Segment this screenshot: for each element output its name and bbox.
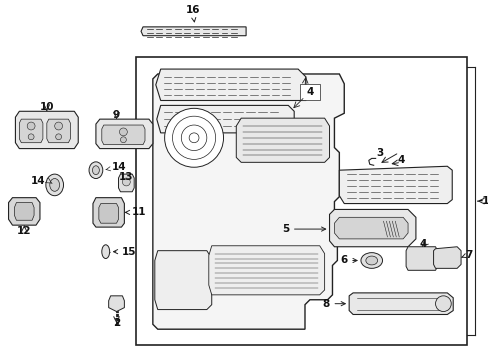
Polygon shape [15, 203, 34, 220]
Polygon shape [99, 203, 118, 223]
Bar [136, 57, 466, 345]
Text: 3: 3 [375, 148, 383, 158]
Polygon shape [141, 27, 245, 36]
Text: 4: 4 [305, 87, 313, 96]
Text: 9: 9 [113, 110, 120, 120]
Ellipse shape [102, 245, 109, 258]
Polygon shape [155, 251, 211, 310]
Text: 4: 4 [397, 156, 404, 165]
Text: 4: 4 [418, 239, 426, 249]
Ellipse shape [89, 162, 102, 179]
Polygon shape [339, 166, 451, 203]
Text: 7: 7 [461, 249, 471, 260]
Polygon shape [93, 198, 124, 227]
Ellipse shape [92, 166, 99, 175]
Circle shape [172, 116, 215, 159]
Polygon shape [236, 118, 329, 162]
Text: -1: -1 [478, 196, 488, 206]
Polygon shape [47, 119, 70, 143]
Polygon shape [102, 125, 145, 145]
Polygon shape [157, 105, 294, 133]
Text: 14: 14 [106, 162, 126, 172]
Circle shape [181, 125, 206, 150]
Ellipse shape [46, 174, 63, 196]
Polygon shape [96, 119, 153, 149]
Polygon shape [433, 247, 460, 268]
Ellipse shape [360, 253, 382, 268]
Bar [300, 84, 319, 99]
Polygon shape [334, 217, 407, 239]
Polygon shape [153, 74, 344, 329]
Polygon shape [348, 293, 452, 315]
Circle shape [435, 296, 450, 311]
Circle shape [120, 137, 126, 143]
Polygon shape [405, 247, 437, 270]
Text: 12: 12 [17, 226, 31, 236]
Text: 10: 10 [40, 102, 54, 112]
Circle shape [55, 122, 62, 130]
Text: 11: 11 [125, 207, 146, 217]
Circle shape [28, 134, 34, 140]
Text: 8: 8 [322, 299, 345, 309]
Polygon shape [156, 69, 305, 100]
Ellipse shape [50, 179, 60, 191]
Circle shape [122, 178, 130, 186]
Text: 13: 13 [119, 172, 133, 182]
Text: 15: 15 [113, 247, 136, 257]
Text: 16: 16 [185, 5, 200, 22]
Text: 5: 5 [281, 224, 325, 234]
Polygon shape [329, 210, 415, 247]
Circle shape [27, 122, 35, 130]
Circle shape [119, 128, 127, 136]
Ellipse shape [365, 256, 377, 265]
Text: 6: 6 [339, 256, 356, 265]
Text: 14: 14 [31, 176, 45, 186]
Circle shape [56, 134, 61, 140]
Polygon shape [8, 198, 40, 225]
Polygon shape [208, 246, 324, 295]
Polygon shape [108, 296, 124, 311]
Text: 2: 2 [113, 318, 120, 328]
Polygon shape [118, 174, 134, 192]
Circle shape [164, 108, 223, 167]
Polygon shape [16, 111, 78, 149]
Polygon shape [20, 119, 43, 143]
Circle shape [189, 133, 199, 143]
